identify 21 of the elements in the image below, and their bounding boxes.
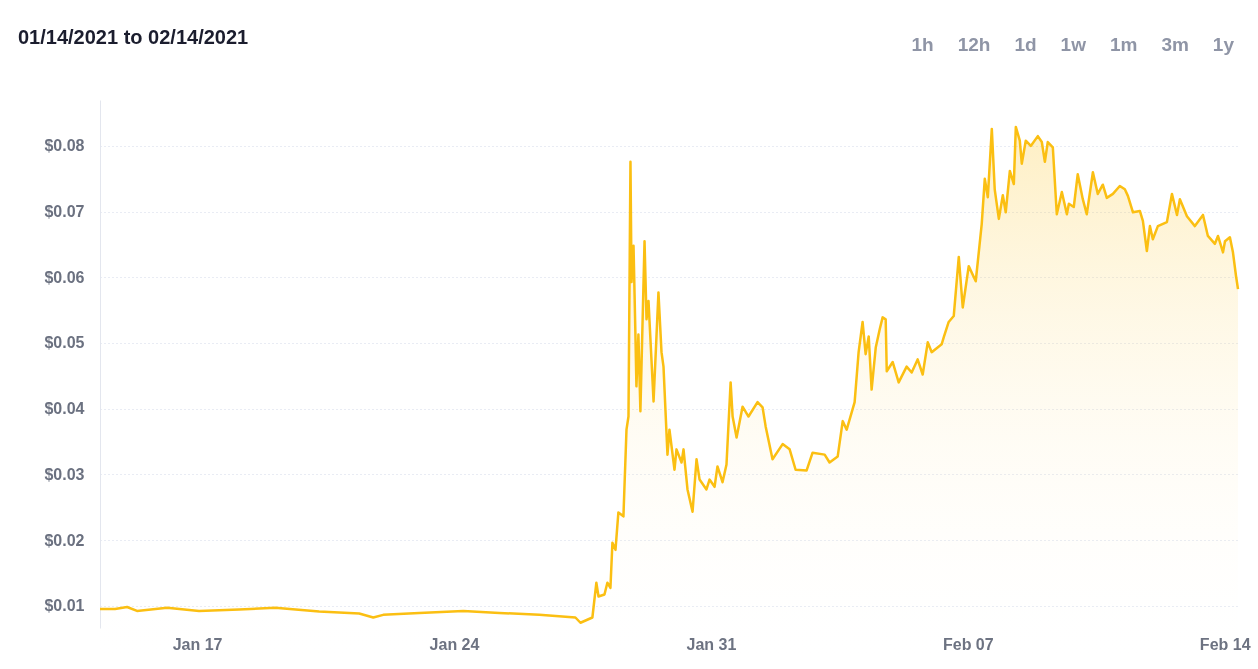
text: 12h: [956, 33, 992, 57]
x-tick-label: Jan 31: [686, 635, 737, 653]
text: 3m: [1160, 33, 1190, 57]
y-tick-label: $0.03: [44, 465, 85, 483]
x-tick-label: Feb 07: [942, 635, 994, 653]
y-tick-label: $0.07: [44, 203, 85, 221]
x-tick-label: Feb 14: [1199, 635, 1251, 653]
y-tick-label: $0.02: [44, 531, 85, 549]
y-tick-label: $0.04: [44, 400, 85, 418]
y-tick-label: $0.08: [44, 137, 85, 155]
y-tick-label: $0.01: [44, 597, 85, 615]
y-tick-label: $0.05: [44, 334, 85, 352]
chart-title: 01/14/2021 to 02/14/2021: [18, 26, 249, 49]
text: 1w: [1059, 33, 1087, 57]
x-tick-label: Jan 17: [172, 635, 223, 653]
x-tick-label: Jan 24: [429, 635, 480, 653]
text: 1h: [910, 33, 935, 57]
text: 1y: [1211, 33, 1235, 57]
text: 1d: [1013, 33, 1038, 57]
text: 1m: [1108, 33, 1139, 57]
y-tick-label: $0.06: [44, 268, 85, 286]
